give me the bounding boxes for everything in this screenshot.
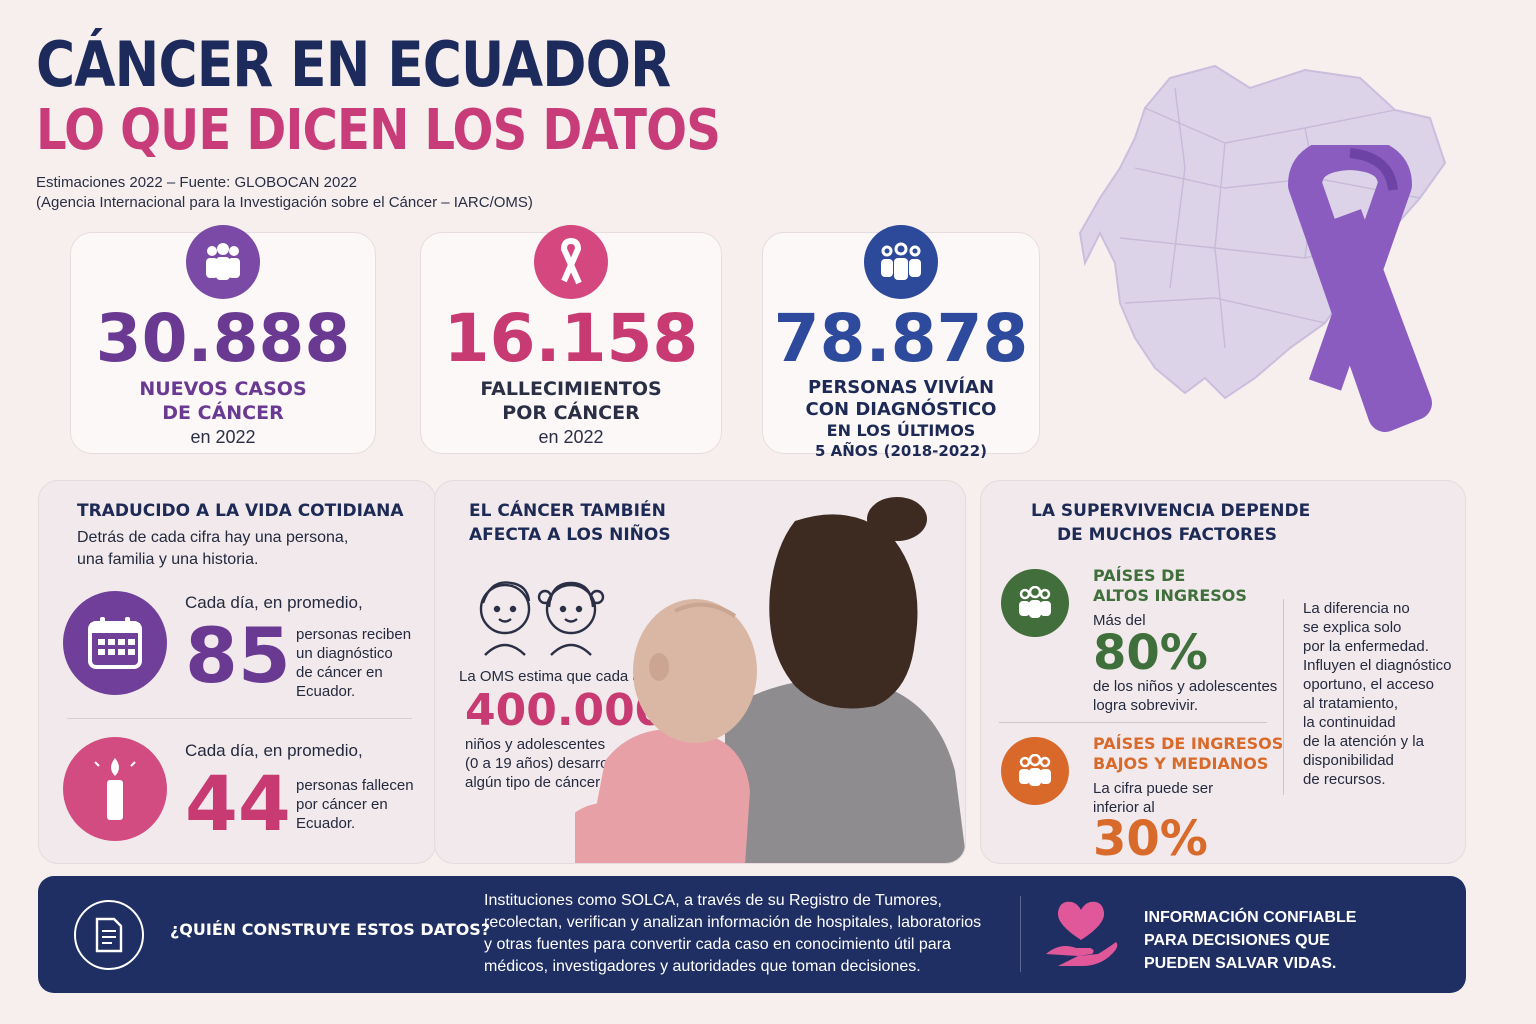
- stat-label: FALLECIMIENTOS: [480, 378, 662, 400]
- note-line: La diferencia no: [1303, 600, 1410, 617]
- panel-title: AFECTA A LOS NIÑOS: [469, 525, 671, 545]
- stat-number: 78.878: [773, 300, 1029, 377]
- note-line: por la enfermedad.: [1303, 638, 1429, 655]
- vertical-divider: [1283, 599, 1284, 795]
- stat-label: NUEVOS CASOS: [139, 378, 307, 400]
- footer-message-line: PUEDEN SALVAR VIDAS.: [1144, 955, 1337, 972]
- awareness-ribbon-icon: [1288, 145, 1432, 432]
- children-description: niños y adolescentes (0 a 19 años) desar…: [465, 735, 632, 792]
- stat-card-deaths: 16.158 FALLECIMIENTOS POR CÁNCER en 2022: [420, 225, 722, 454]
- footer-body-line: médicos, investigadores y autoridades qu…: [484, 958, 921, 975]
- children-lead: La OMS estima que cada año: [459, 668, 658, 685]
- footer-banner: ¿QUIÉN CONSTRUYE ESTOS DATOS? Institucio…: [38, 876, 1466, 993]
- panel-title: LA SUPERVIVENCIA DEPENDE: [1031, 501, 1311, 521]
- stat-sublabel: en 2022: [538, 427, 604, 447]
- footer-body-line: recolectan, verifican y analizan informa…: [484, 914, 982, 931]
- note-line: oportuno, el acceso: [1303, 676, 1434, 693]
- daily-text-line: de cáncer en: [296, 664, 383, 681]
- daily-lead: Cada día, en promedio,: [185, 741, 363, 760]
- daily-text-line: por cáncer en: [296, 796, 388, 813]
- source-line-2: (Agencia Internacional para la Investiga…: [36, 194, 533, 211]
- low-income-title: BAJOS Y MEDIANOS: [1093, 754, 1269, 773]
- awareness-ribbon-icon: [534, 225, 608, 299]
- calendar-icon: [63, 591, 167, 695]
- panel-survival: LA SUPERVIVENCIA DEPENDE DE MUCHOS FACTO…: [980, 480, 1466, 867]
- panel-intro-line-2: una familia y una historia.: [77, 551, 259, 568]
- footer-question: ¿QUIÉN CONSTRUYE ESTOS DATOS?: [170, 920, 491, 939]
- low-income-number: 30%: [1093, 811, 1208, 867]
- panel-title: TRADUCIDO A LA VIDA COTIDIANA: [77, 501, 404, 521]
- daily-text-line: un diagnóstico: [296, 645, 393, 662]
- note-line: la continuidad: [1303, 714, 1396, 731]
- high-income-text: logra sobrevivir.: [1093, 697, 1199, 714]
- people-circle-icon: [1001, 569, 1069, 637]
- footer-body-line: y otras fuentes para convertir cada caso…: [484, 936, 951, 953]
- ecuador-provinces-lines: [1119, 87, 1421, 349]
- daily-description: personas fallecen por cáncer en Ecuador.: [296, 776, 414, 833]
- stat-card-survivors: 78.878 PERSONAS VIVÍAN CON DIAGNÓSTICO E…: [762, 225, 1040, 460]
- panel-daily-life: TRADUCIDO A LA VIDA COTIDIANA Detrás de …: [38, 480, 436, 864]
- candle-icon: [63, 737, 167, 841]
- daily-text-line: Ecuador.: [296, 815, 356, 832]
- footer-message-line: INFORMACIÓN CONFIABLE: [1144, 909, 1357, 926]
- high-income-title: ALTOS INGRESOS: [1093, 586, 1247, 605]
- high-income-lead: Más del: [1093, 612, 1146, 629]
- stat-number: 16.158: [443, 300, 699, 377]
- stat-label: POR CÁNCER: [502, 402, 640, 424]
- stat-label: 5 AÑOS (2018-2022): [814, 442, 988, 460]
- daily-text-line: Ecuador.: [296, 683, 356, 700]
- footer-divider: [1020, 896, 1021, 972]
- panel-children: EL CÁNCER TAMBIÉN AFECTA A LOS NIÑOS La …: [434, 480, 966, 864]
- note-line: de recursos.: [1303, 771, 1386, 788]
- heart-hand-icon: [1046, 901, 1118, 966]
- high-income-title: PAÍSES DE: [1093, 566, 1186, 585]
- footer-message: INFORMACIÓN CONFIABLE PARA DECISIONES QU…: [1144, 906, 1356, 975]
- children-text-line: niños y adolescentes: [465, 736, 606, 753]
- stat-label: CON DIAGNÓSTICO: [805, 399, 997, 420]
- note-line: de la atención y la: [1303, 733, 1424, 750]
- panel-intro-line-1: Detrás de cada cifra hay una persona,: [77, 529, 349, 546]
- footer-body-line: Instituciones como SOLCA, a través de su…: [484, 892, 942, 909]
- stat-sublabel: en 2022: [190, 427, 256, 447]
- page-title: CÁNCER EN ECUADOR: [36, 28, 671, 101]
- high-income-text: de los niños y adolescentes: [1093, 678, 1278, 695]
- people-circle-icon: [1001, 737, 1069, 805]
- low-income-lead: inferior al: [1093, 799, 1155, 816]
- divider: [999, 722, 1267, 723]
- stat-label: EN LOS ÚLTIMOS: [826, 421, 976, 440]
- low-income-lead: La cifra puede ser: [1093, 780, 1214, 797]
- high-income-number: 80%: [1093, 625, 1208, 681]
- divider: [67, 718, 412, 719]
- daily-number: 44: [185, 759, 291, 848]
- note-line: disponibilidad: [1303, 752, 1394, 769]
- stat-label: PERSONAS VIVÍAN: [807, 377, 995, 398]
- children-faces-icon: [479, 581, 605, 656]
- daily-description: personas reciben un diagnóstico de cánce…: [296, 625, 411, 701]
- people-group-icon: [186, 225, 260, 299]
- mother-child-photo: [575, 497, 965, 863]
- children-text-line: algún tipo de cáncer.: [465, 774, 604, 791]
- footer-message-line: PARA DECISIONES QUE: [1144, 932, 1330, 949]
- source-line-1: Estimaciones 2022 – Fuente: GLOBOCAN 202…: [36, 174, 358, 191]
- panel-title: DE MUCHOS FACTORES: [1057, 525, 1277, 545]
- note-line: se explica solo: [1303, 619, 1402, 636]
- note-line: Influyen el diagnóstico: [1303, 657, 1452, 674]
- daily-text-line: personas fallecen: [296, 777, 414, 794]
- document-icon: [74, 900, 144, 970]
- low-income-title: PAÍSES DE INGRESOS: [1093, 734, 1284, 753]
- daily-text-line: personas reciben: [296, 626, 412, 643]
- stat-number: 30.888: [95, 300, 351, 377]
- page-subtitle: LO QUE DICEN LOS DATOS: [36, 98, 721, 163]
- footer-body: Instituciones como SOLCA, a través de su…: [484, 890, 981, 978]
- note-line: al tratamiento,: [1303, 695, 1399, 712]
- community-icon: [864, 225, 938, 299]
- daily-number: 85: [185, 611, 291, 700]
- stat-card-new-cases: 30.888 NUEVOS CASOS DE CÁNCER en 2022: [70, 225, 376, 454]
- panel-title: EL CÁNCER TAMBIÉN: [469, 501, 666, 521]
- children-number: 400.000: [465, 685, 666, 736]
- stat-label: DE CÁNCER: [162, 402, 284, 424]
- children-text-line: (0 a 19 años) desarrollan: [465, 755, 632, 772]
- daily-lead: Cada día, en promedio,: [185, 593, 363, 612]
- survival-note: La diferencia no se explica solo por la …: [1303, 599, 1451, 789]
